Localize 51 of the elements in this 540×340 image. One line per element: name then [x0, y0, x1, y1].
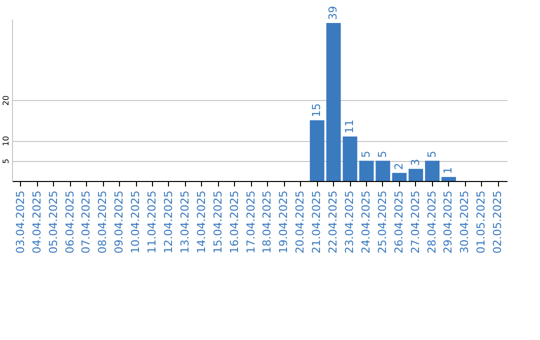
data-label: 5	[425, 150, 438, 158]
bar	[425, 160, 440, 181]
y-tick-label: 20	[2, 95, 10, 106]
x-tick-label: 05.04.2025	[46, 190, 60, 254]
bar	[392, 172, 407, 181]
x-tick-label: 25.04.2025	[376, 190, 389, 254]
x-tick-label: 16.04.2025	[228, 190, 241, 254]
data-label: 5	[359, 150, 372, 158]
x-tick-label: 24.04.2025	[359, 190, 372, 254]
data-label: 3	[408, 158, 422, 166]
y-tick-label: 10	[2, 136, 10, 146]
data-label: 39	[326, 6, 340, 20]
data-label: 5	[376, 150, 389, 158]
bar	[342, 136, 358, 181]
data-label: 1	[442, 166, 455, 174]
bar	[326, 23, 341, 181]
x-tick-label: 18.04.2025	[260, 190, 274, 254]
x-tick-label: 30.04.2025	[458, 190, 472, 254]
x-tick-label: 15.04.2025	[211, 190, 224, 254]
x-tick-label: 23.04.2025	[343, 190, 356, 254]
bar	[376, 160, 390, 181]
data-label: 2	[392, 162, 406, 170]
x-tick-label: 06.04.2025	[63, 190, 76, 254]
bar	[310, 120, 324, 181]
x-tick-label: 09.04.2025	[112, 190, 126, 254]
bar	[408, 168, 424, 181]
x-tick-label: 22.04.2025	[326, 190, 340, 254]
x-tick-label: 08.04.2025	[96, 190, 110, 254]
x-tick-label: 03.04.2025	[14, 190, 27, 254]
x-tick-label: 17.04.2025	[244, 190, 258, 254]
x-tick-label: 02.05.2025	[491, 190, 504, 254]
data-label: 15	[310, 103, 324, 118]
x-tick-label: 01.05.2025	[474, 190, 488, 254]
x-tick-label: 13.04.2025	[178, 190, 192, 254]
x-tick-label: 29.04.2025	[442, 190, 455, 254]
x-tick-label: 07.04.2025	[80, 190, 93, 254]
data-label: 11	[343, 119, 356, 134]
x-tick-label: 12.04.2025	[162, 190, 175, 254]
x-tick-label: 04.04.2025	[30, 190, 44, 254]
x-tick-label: 21.04.2025	[310, 190, 324, 254]
y-tick-label: 5	[2, 158, 10, 164]
x-tick-label: 19.04.2025	[277, 190, 290, 254]
x-tick-label: 27.04.2025	[408, 190, 422, 254]
x-tick-label: 20.04.2025	[294, 190, 307, 254]
x-tick-label: 11.04.2025	[146, 190, 159, 254]
x-tick-label: 28.04.2025	[425, 190, 438, 254]
x-tick-label: 14.04.2025	[194, 190, 208, 254]
x-tick-label: 26.04.2025	[392, 190, 406, 254]
bar	[442, 176, 456, 181]
x-tick-label: 10.04.2025	[129, 190, 142, 254]
bar	[359, 160, 374, 181]
